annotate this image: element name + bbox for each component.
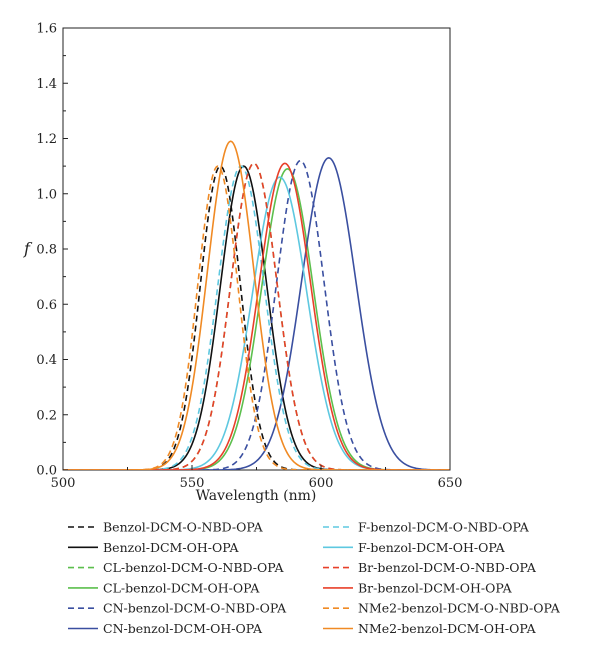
legend-label: Benzol-DCM-O-NBD-OPA — [103, 520, 264, 535]
series-curves — [63, 140, 450, 470]
x-tick-label: 600 — [309, 476, 334, 491]
legend: Benzol-DCM-O-NBD-OPA Benzol-DCM-OH-OPA CL-… — [68, 520, 561, 636]
x-tick-label: 550 — [180, 476, 205, 491]
y-tick-label: 1.6 — [36, 22, 57, 37]
y-tick-label: 0.8 — [36, 243, 57, 258]
y-axis-title: f — [23, 239, 33, 258]
y-tick-label: 0.6 — [36, 298, 57, 313]
legend-label: Benzol-DCM-OH-OPA — [103, 540, 239, 555]
x-tick-label: 500 — [51, 476, 76, 491]
y-axis-ticks: 0.0 0.2 0.4 0.6 0.8 1.0 1.2 1.4 1.6 — [36, 22, 68, 479]
y-tick-label: 1.2 — [36, 132, 57, 147]
legend-label: F-benzol-DCM-OH-OPA — [358, 540, 506, 555]
x-tick-label: 650 — [438, 476, 463, 491]
x-axis-ticks: 500 550 600 650 — [51, 465, 463, 491]
legend-label: CL-benzol-DCM-OH-OPA — [103, 580, 260, 595]
y-tick-label: 0.4 — [36, 353, 57, 368]
legend-label: CL-benzol-DCM-O-NBD-OPA — [103, 560, 285, 575]
legend-label: Br-benzol-DCM-O-NBD-OPA — [358, 560, 537, 575]
plot-frame — [62, 27, 451, 471]
legend-label: CN-benzol-DCM-OH-OPA — [103, 621, 263, 636]
legend-label: Br-benzol-DCM-OH-OPA — [358, 580, 513, 595]
x-axis-title: Wavelength (nm) — [196, 488, 317, 504]
y-tick-label: 0.2 — [36, 408, 57, 423]
y-tick-label: 1.4 — [36, 77, 57, 92]
y-tick-label: 0.0 — [36, 464, 57, 479]
series-line — [63, 157, 450, 470]
y-tick-label: 1.0 — [36, 187, 57, 202]
legend-label: CN-benzol-DCM-O-NBD-OPA — [103, 601, 287, 616]
legend-label: NMe2-benzol-DCM-OH-OPA — [358, 621, 537, 636]
series-line — [63, 162, 450, 470]
series-line — [63, 165, 450, 470]
legend-label: NMe2-benzol-DCM-O-NBD-OPA — [358, 601, 561, 616]
legend-label: F-benzol-DCM-O-NBD-OPA — [358, 520, 530, 535]
